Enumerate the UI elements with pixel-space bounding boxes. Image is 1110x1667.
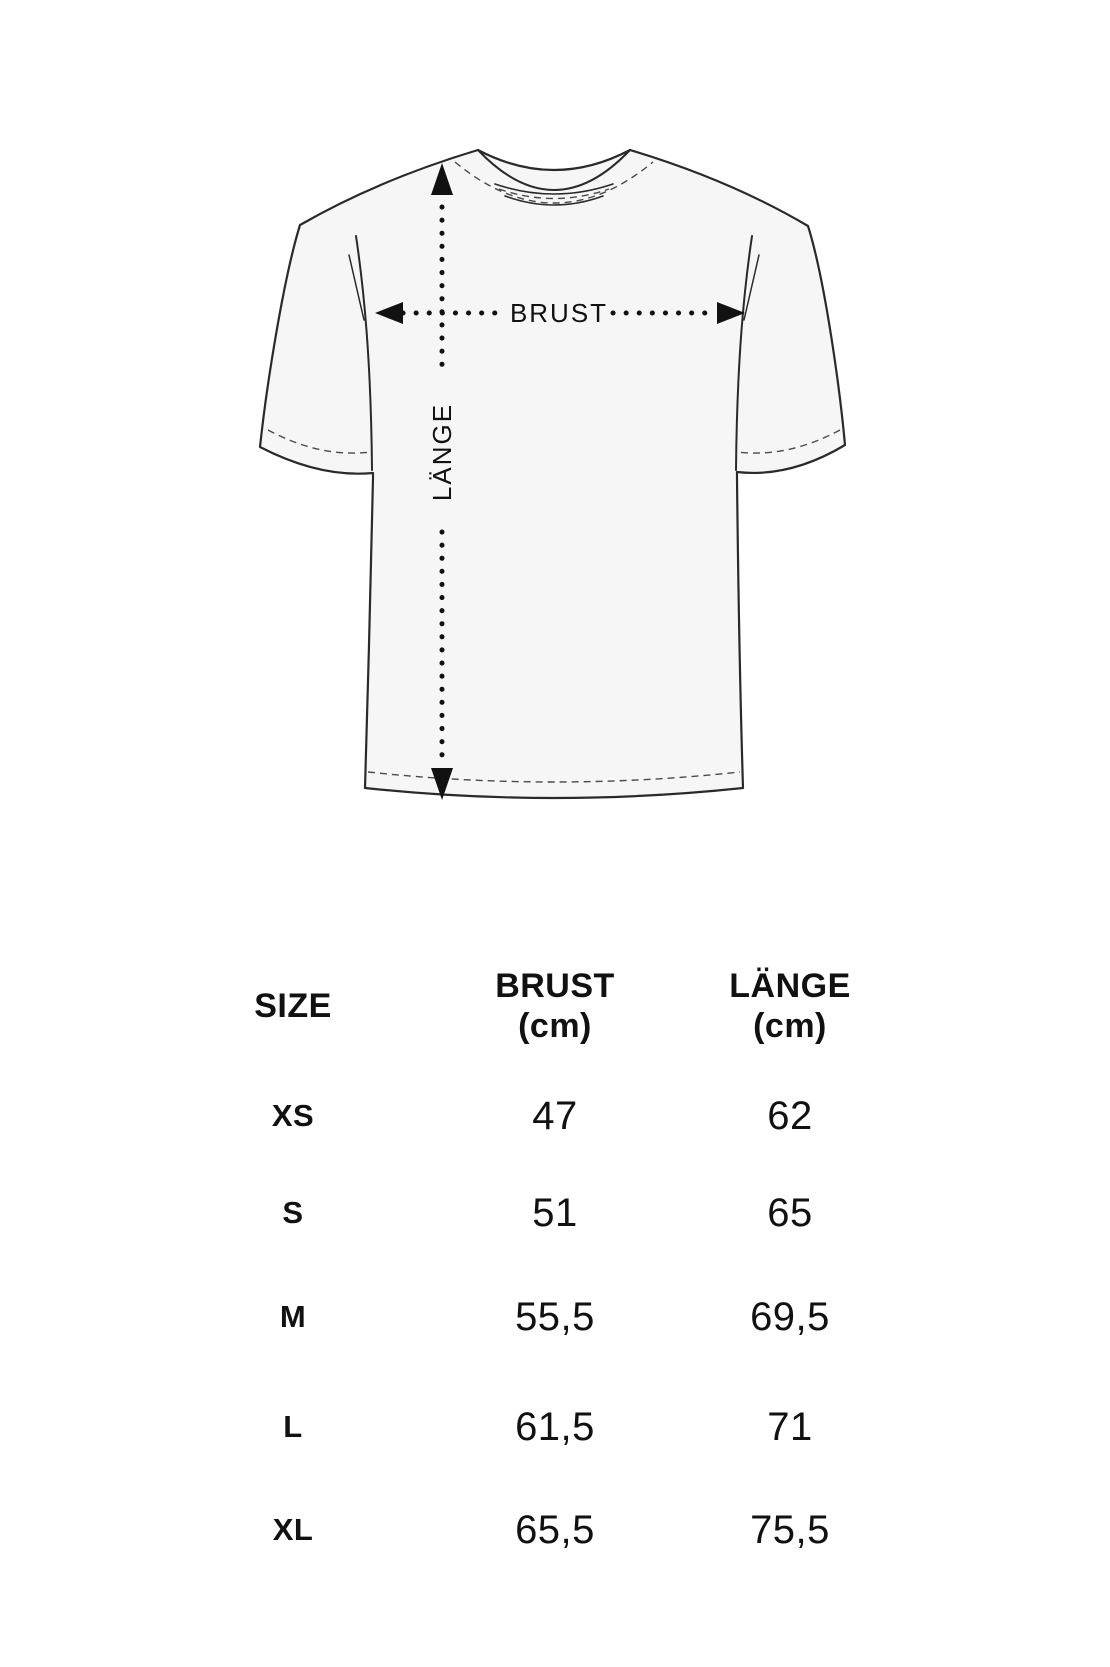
chest-dimension-arrow: BRUST [375, 298, 745, 328]
arrowhead-down-icon [431, 768, 453, 800]
chest-value: 51 [532, 1190, 578, 1235]
length-value: 75,5 [750, 1507, 830, 1552]
table-row: XL 65,5 75,5 [0, 1500, 1110, 1560]
chest-value: 61,5 [515, 1404, 595, 1449]
length-value: 65 [767, 1190, 813, 1235]
tshirt-outline [258, 148, 847, 800]
tshirt-stitching [267, 161, 841, 783]
column-header-length-line1: LÄNGE [729, 967, 851, 1005]
length-value: 71 [767, 1404, 813, 1449]
length-label: LÄNGE [427, 403, 457, 501]
chest-label: BRUST [510, 298, 608, 328]
tshirt-seams [348, 149, 760, 471]
column-header-length-line2: (cm) [753, 1007, 827, 1045]
table-row: L 61,5 71 [0, 1397, 1110, 1457]
chest-value: 65,5 [515, 1507, 595, 1552]
table-header-row: SIZE BRUST (cm) LÄNGE (cm) [0, 964, 1110, 1048]
chest-value: 55,5 [515, 1294, 595, 1339]
arrowhead-up-icon [431, 163, 453, 195]
size-label: M [279, 1299, 307, 1334]
size-label: L [283, 1409, 303, 1444]
tshirt-illustration: BRUST LÄNGE [258, 148, 847, 800]
table-row: M 55,5 69,5 [0, 1287, 1110, 1347]
arrowhead-right-icon [717, 302, 745, 324]
column-header-size: SIZE [254, 987, 332, 1025]
chest-value: 47 [532, 1093, 578, 1138]
column-header-chest: BRUST (cm) [406, 966, 704, 1046]
tshirt-diagram: BRUST LÄNGE [258, 148, 847, 800]
column-header-chest-line2: (cm) [518, 1007, 592, 1045]
column-header-chest-line1: BRUST [495, 967, 615, 1005]
table-row: S 51 65 [0, 1183, 1110, 1243]
arrowhead-left-icon [375, 302, 403, 324]
length-value: 69,5 [750, 1294, 830, 1339]
size-label: XS [271, 1098, 315, 1133]
table-row: XS 47 62 [0, 1086, 1110, 1146]
size-label: S [282, 1195, 304, 1230]
column-header-length: LÄNGE (cm) [704, 966, 876, 1046]
length-dimension-arrow: LÄNGE [427, 163, 457, 800]
length-value: 62 [767, 1093, 813, 1138]
size-label: XL [272, 1512, 314, 1547]
